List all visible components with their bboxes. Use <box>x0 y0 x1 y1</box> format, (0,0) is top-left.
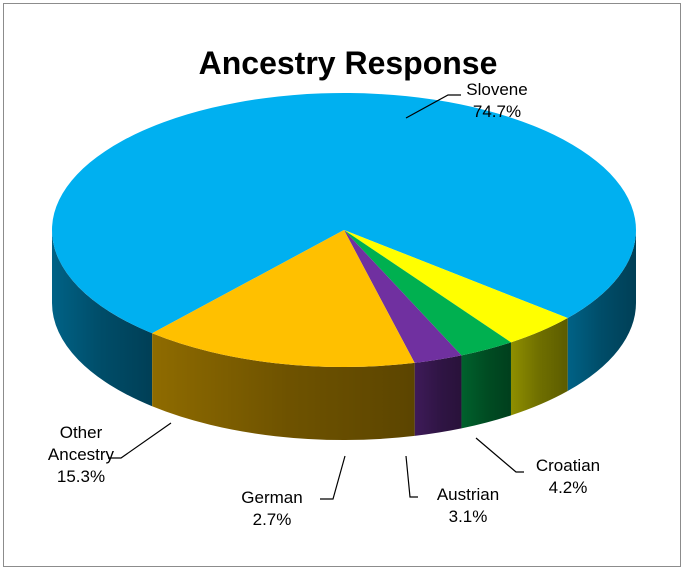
data-label-category: Austrian <box>437 485 499 504</box>
chart-title: Ancestry Response <box>199 45 498 81</box>
data-label-category: Other <box>60 423 103 442</box>
data-label-category: Slovene <box>466 80 527 99</box>
slice-side-slovene <box>52 230 153 407</box>
slice-side-slovene <box>567 230 636 392</box>
pie-slice-austrian <box>344 230 511 356</box>
data-label-category: Ancestry <box>48 445 115 464</box>
data-label-percent: 2.7% <box>253 510 292 529</box>
slice-side-austrian <box>461 342 511 429</box>
slice-side-german <box>414 355 462 436</box>
leader-line-croatian <box>475 437 524 473</box>
data-labels: Slovene 74.7% Croatian 4.2% Austrian 3.1% Germ… <box>48 80 600 529</box>
pie-slice-other-ancestry <box>152 230 415 367</box>
data-label-category: Croatian <box>536 456 600 475</box>
leader-line-german <box>320 455 346 500</box>
leader-line-slovene <box>405 94 461 119</box>
pie-slice-german <box>344 230 462 363</box>
slice-side-croatian <box>510 318 568 416</box>
pie-slices <box>51 92 636 367</box>
pie-sides <box>52 230 636 440</box>
data-label-percent: 3.1% <box>449 507 488 526</box>
data-label-percent: 15.3% <box>57 467 105 486</box>
slice-side-other-ancestry <box>152 333 415 440</box>
data-label-percent: 74.7% <box>473 102 521 121</box>
data-label-percent: 4.2% <box>549 478 588 497</box>
pie-slice-slovene <box>51 92 636 334</box>
pie-slice-croatian <box>344 230 568 343</box>
leader-line-austrian <box>405 455 418 498</box>
leader-lines <box>108 94 524 500</box>
data-label-category: German <box>241 488 302 507</box>
leader-line-other-ancestry <box>108 422 172 459</box>
